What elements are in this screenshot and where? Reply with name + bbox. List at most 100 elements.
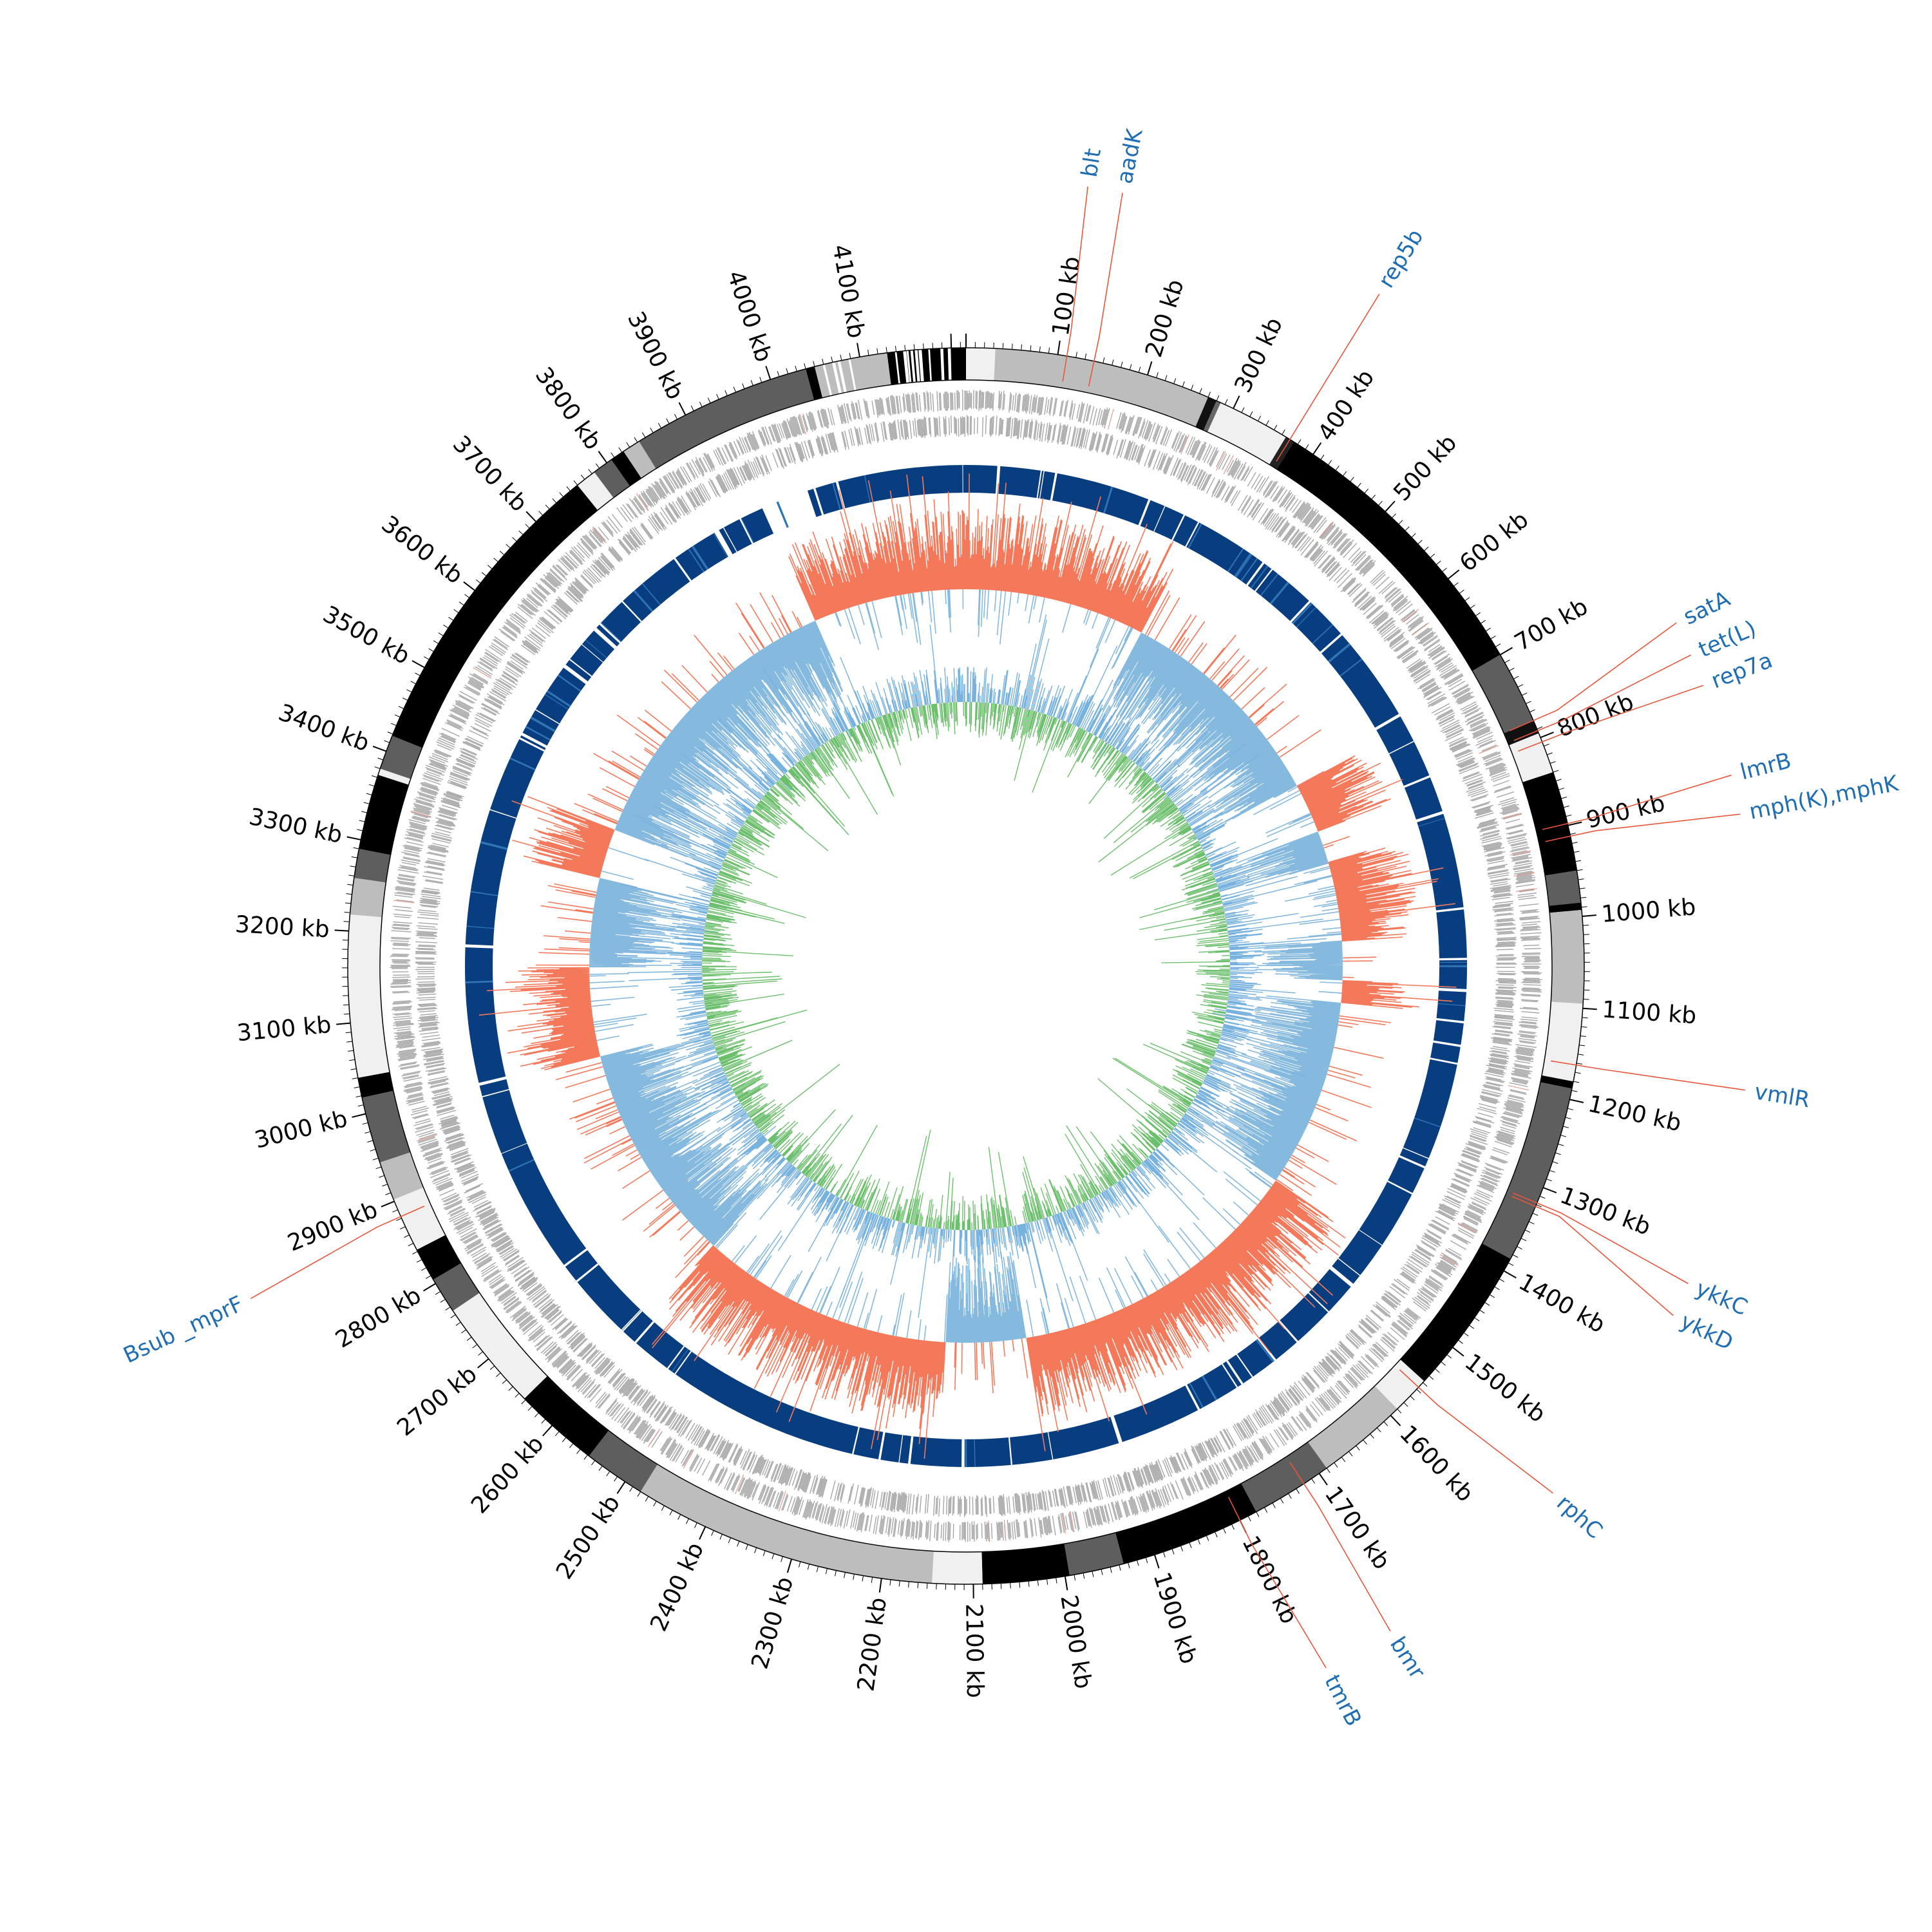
- blast-block: [1404, 777, 1443, 820]
- major-tick: [381, 1200, 395, 1208]
- contig-gap: [848, 358, 857, 391]
- contig-segment-43: [594, 459, 630, 498]
- contig-segment-45: [623, 441, 656, 478]
- blast-streak: [1202, 1375, 1218, 1401]
- blast-streak: [1008, 1437, 1013, 1465]
- contig-segment-33: [362, 1090, 411, 1163]
- contig-segment-36: [350, 878, 386, 918]
- gene-leader-line: [1545, 813, 1741, 842]
- contig-segment-15: [1540, 1075, 1574, 1089]
- tick-label: 3700 kb: [448, 431, 533, 517]
- blast-block: [1376, 716, 1430, 786]
- contig-segment-23: [981, 1544, 1070, 1584]
- orf-mark: [1457, 1222, 1477, 1233]
- contig-segment-26: [589, 1430, 658, 1492]
- blast-block: [964, 1416, 1119, 1468]
- contig-segment-3: [1203, 401, 1221, 432]
- blast-streak: [1103, 486, 1113, 514]
- orf-mark: [393, 900, 415, 904]
- blast-streak: [576, 1263, 599, 1282]
- major-tick: [1447, 569, 1460, 580]
- blast-streak: [1292, 602, 1312, 624]
- blast-streak: [1308, 1292, 1329, 1312]
- blast-streak: [470, 891, 498, 896]
- gene-label: ykkD: [1676, 1308, 1738, 1356]
- orf-mark: [1501, 812, 1522, 819]
- tick-label: 3900 kb: [622, 308, 688, 404]
- major-tick: [1540, 732, 1554, 739]
- major-tick: [1312, 442, 1322, 455]
- major-tick: [950, 334, 952, 348]
- blast-block: [1255, 569, 1309, 621]
- blast-streak: [525, 726, 551, 741]
- contig-segment-0: [966, 348, 996, 381]
- blast-streak: [1338, 1258, 1361, 1276]
- tick-label: 1900 kb: [1148, 1569, 1202, 1667]
- contig-segment-6: [1276, 442, 1501, 671]
- blast-streak: [530, 716, 556, 732]
- blast-block: [966, 465, 998, 494]
- gc-skew-positive: [478, 473, 1457, 1459]
- blast-streak: [674, 1350, 692, 1374]
- orf-mark: [1070, 1511, 1075, 1533]
- blast-streak: [1269, 582, 1289, 605]
- tick-label: 3000 kb: [252, 1106, 350, 1154]
- major-tick: [1146, 361, 1153, 375]
- contig-segment-7: [1472, 654, 1534, 734]
- tick-label: 1800 kb: [1236, 1531, 1302, 1628]
- blast-streak: [974, 1439, 976, 1467]
- blast-block: [1113, 1385, 1198, 1443]
- blast-streak: [466, 925, 495, 929]
- contig-segment-38: [359, 775, 409, 855]
- contig-segment-1: [994, 348, 1208, 427]
- gc-content-low: [701, 701, 1231, 1231]
- major-tick: [1582, 914, 1596, 917]
- blast-streak: [813, 488, 824, 515]
- tick-label: 700 kb: [1510, 594, 1593, 657]
- contig-segment-2: [1195, 397, 1217, 431]
- major-tick: [1452, 1347, 1464, 1357]
- contig-gap: [914, 349, 920, 383]
- tick-label: 400 kb: [1313, 365, 1379, 446]
- orf-strand-1: [415, 415, 1517, 1517]
- blast-streak: [1036, 470, 1042, 498]
- orf-mark: [1108, 408, 1114, 430]
- major-tick: [1582, 1007, 1597, 1010]
- blast-streak: [1221, 1363, 1238, 1388]
- blast-streak: [907, 1436, 914, 1464]
- tick-label: 1300 kb: [1557, 1182, 1654, 1241]
- orf-mark: [1180, 434, 1189, 455]
- orf-mark: [1401, 609, 1419, 623]
- blast-block: [636, 1322, 684, 1368]
- major-tick: [857, 343, 860, 357]
- blast-block: [1140, 500, 1263, 585]
- contig-gap: [895, 352, 900, 384]
- blast-streak: [582, 644, 603, 663]
- contig-segment-46: [639, 368, 815, 469]
- tick-label: 3800 kb: [530, 363, 607, 455]
- major-tick: [526, 511, 537, 522]
- blast-streak: [1153, 506, 1166, 532]
- tick-label: 3200 kb: [234, 911, 330, 943]
- major-tick: [1318, 1473, 1328, 1486]
- blast-streak: [741, 518, 754, 544]
- contig-segment-31: [393, 1187, 446, 1250]
- gene-label: blt: [1077, 147, 1106, 179]
- tick-label: 2200 kb: [853, 1596, 892, 1693]
- orf-mark: [1513, 872, 1535, 876]
- contig-gap: [903, 350, 909, 383]
- blast-streak: [1403, 1147, 1429, 1159]
- gene-label: lmrB: [1738, 748, 1794, 785]
- blast-streak: [1387, 1180, 1413, 1195]
- tick-label: 300 kb: [1230, 314, 1289, 397]
- contig-gap: [822, 364, 833, 396]
- blast-streak: [1418, 818, 1445, 827]
- blast-block: [465, 947, 506, 1083]
- contig-segment-40: [380, 735, 422, 779]
- contig-segment-28: [453, 1293, 547, 1399]
- blast-streak: [501, 1142, 527, 1154]
- tick-label: 1600 kb: [1394, 1420, 1479, 1507]
- blast-streak: [1414, 1117, 1441, 1128]
- orf-mark: [636, 493, 649, 511]
- tick-label: 2500 kb: [551, 1491, 625, 1584]
